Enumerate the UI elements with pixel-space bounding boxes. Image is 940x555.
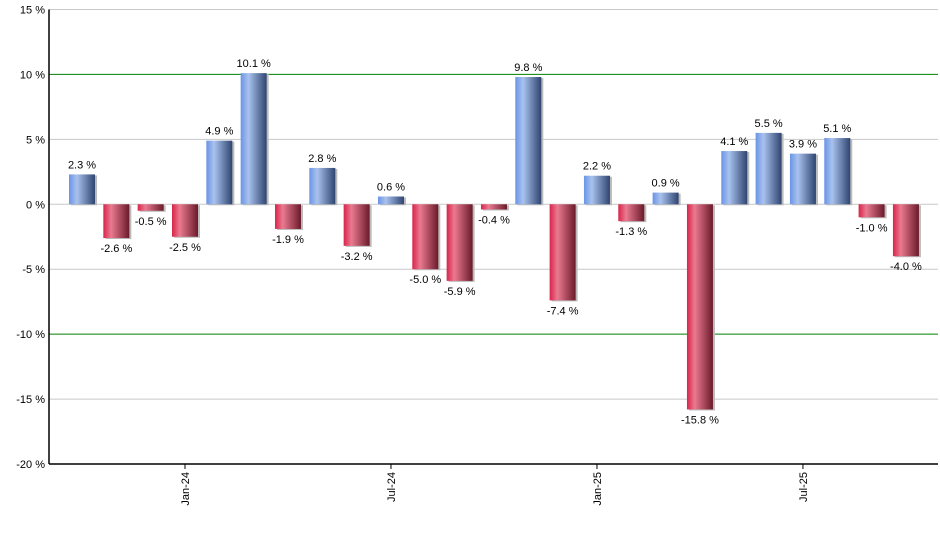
x-tick-label: Jan-24 bbox=[180, 472, 192, 506]
data-label: -2.6 % bbox=[100, 243, 132, 255]
bar bbox=[137, 204, 164, 211]
data-label: -4.0 % bbox=[890, 261, 922, 273]
bar bbox=[721, 151, 748, 205]
data-label: 2.2 % bbox=[583, 161, 611, 173]
data-label: -0.4 % bbox=[478, 214, 510, 226]
bar bbox=[412, 204, 439, 270]
data-label: -1.3 % bbox=[615, 226, 647, 238]
y-tick-label: -5 % bbox=[22, 264, 45, 276]
bar bbox=[309, 167, 336, 205]
y-tick-label: 15 % bbox=[20, 5, 45, 17]
data-label: 3.9 % bbox=[789, 139, 817, 151]
bar bbox=[515, 77, 542, 205]
bars: 2.3 % -2.6 % -0.5 % -2.5 % 4.9 % 10.1 % -1.9 %… bbox=[68, 58, 922, 426]
y-tick-label: -10 % bbox=[16, 329, 45, 341]
bar bbox=[172, 204, 198, 237]
data-label: 0.9 % bbox=[652, 178, 680, 190]
bar bbox=[206, 140, 233, 205]
x-tick-label: Jul-24 bbox=[386, 472, 398, 502]
data-label: 2.3 % bbox=[68, 159, 96, 171]
data-label: 9.8 % bbox=[514, 62, 542, 74]
bar bbox=[240, 73, 267, 205]
data-label: 0.6 % bbox=[377, 181, 405, 193]
y-tick-label: 10 % bbox=[20, 69, 45, 81]
bar bbox=[686, 204, 713, 410]
y-tick-label: 5 % bbox=[26, 134, 45, 146]
bar bbox=[583, 175, 610, 205]
data-label: -1.9 % bbox=[272, 234, 304, 246]
data-label: 5.1 % bbox=[823, 123, 851, 135]
data-label: 4.1 % bbox=[720, 136, 748, 148]
y-tick-label: -15 % bbox=[16, 394, 45, 406]
data-label: -3.2 % bbox=[341, 251, 373, 263]
data-label: -7.4 % bbox=[547, 305, 579, 317]
data-label: -5.9 % bbox=[444, 286, 476, 298]
bar bbox=[69, 174, 96, 205]
bar bbox=[892, 204, 919, 257]
y-tick-label: -20 % bbox=[16, 459, 45, 471]
data-label: 5.5 % bbox=[755, 118, 783, 130]
bar bbox=[377, 196, 404, 205]
y-tick-label: 0 % bbox=[26, 199, 45, 211]
bar bbox=[652, 192, 679, 205]
data-label: -1.0 % bbox=[856, 222, 888, 234]
bar bbox=[274, 204, 301, 229]
bar bbox=[480, 204, 507, 210]
data-label: -2.5 % bbox=[169, 242, 201, 254]
bar bbox=[343, 204, 370, 246]
data-label: 4.9 % bbox=[205, 126, 233, 138]
x-tick-label: Jan-25 bbox=[592, 472, 604, 506]
data-label: 10.1 % bbox=[237, 58, 271, 70]
bar bbox=[824, 138, 851, 205]
bar bbox=[103, 204, 130, 239]
axes: 15 % 10 % 5 % 0 % -5 % -10 % -15 % -20 % Jan-24 J… bbox=[16, 5, 938, 506]
data-label: -15.8 % bbox=[681, 414, 719, 426]
bar bbox=[549, 204, 576, 301]
data-label: -0.5 % bbox=[135, 216, 167, 228]
bar bbox=[755, 132, 782, 205]
bar bbox=[789, 153, 816, 205]
data-label: -5.0 % bbox=[409, 274, 441, 286]
bar bbox=[446, 204, 473, 281]
bar bbox=[618, 204, 645, 222]
bar bbox=[858, 204, 885, 218]
x-tick-label: Jul-25 bbox=[798, 472, 810, 502]
data-label: 2.8 % bbox=[308, 153, 336, 165]
